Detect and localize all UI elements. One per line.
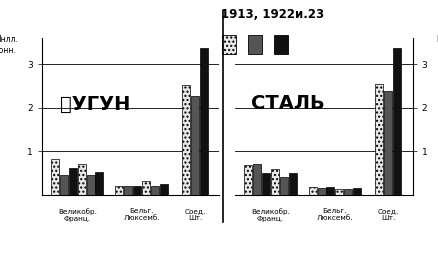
Bar [308,187,316,195]
Bar [86,176,94,195]
Bar [182,85,190,195]
Text: Бельг.
Люксемб.: Бельг. Люксемб. [123,208,159,221]
Text: Милл.
тонн.: Милл. тонн. [435,35,438,55]
Text: Соед.
Шт.: Соед. Шт. [377,208,398,221]
Text: 1913, 1922и.23: 1913, 1922и.23 [220,8,323,21]
Text: 䉾УГУН: 䉾УГУН [60,95,130,114]
Bar [383,91,391,195]
Bar [261,173,269,195]
Bar [115,186,123,195]
Bar [343,189,351,195]
Bar [60,176,68,195]
Bar [69,168,77,195]
Bar [199,47,208,195]
Bar [151,186,159,195]
Bar [317,188,325,195]
Bar [159,184,168,195]
Bar [335,189,343,195]
Bar [95,172,103,195]
Bar [326,187,334,195]
Bar [352,188,360,195]
Bar [279,177,287,195]
Bar [392,47,400,195]
Bar [133,186,141,195]
Text: Мнлл.
Тонн.: Мнлл. Тонн. [0,35,18,55]
Bar [78,164,85,195]
Bar [124,186,132,195]
Bar [288,173,296,195]
Text: Великобр.
Франц.: Великобр. Франц. [251,208,289,221]
Text: Великобр.
Франц.: Великобр. Франц. [58,208,96,221]
Text: Соед.
Шт.: Соед. Шт. [184,208,205,221]
Text: СТАЛЬ: СТАЛЬ [251,95,324,114]
Text: Бельг.
Люксемб.: Бельг. Люксемб. [316,208,352,221]
Bar [191,96,198,195]
Bar [270,169,278,195]
Bar [51,159,59,195]
Bar [253,164,261,195]
Bar [142,181,150,195]
Bar [374,84,382,195]
Bar [244,165,251,195]
